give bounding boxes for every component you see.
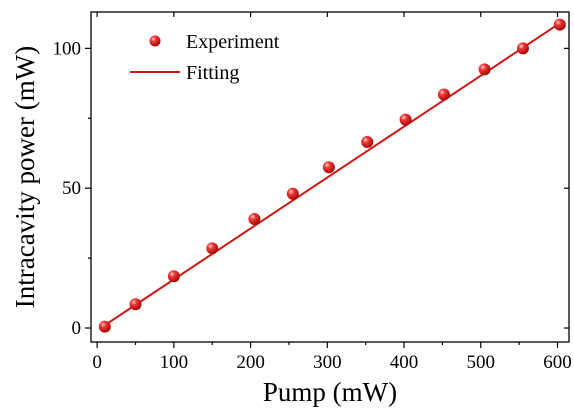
legend-marker-experiment — [149, 35, 161, 47]
experiment-point — [516, 42, 529, 55]
experiment-point — [98, 320, 111, 333]
x-tick-label: 300 — [313, 352, 342, 373]
experiment-point — [478, 63, 491, 76]
experiment-point — [286, 187, 299, 200]
legend: Experiment Fitting — [130, 31, 280, 84]
x-axis-ticks: 0 100 200 300 400 500 600 — [92, 12, 572, 373]
x-tick-label: 400 — [390, 352, 419, 373]
experiment-point — [129, 298, 142, 311]
plot-frame — [90, 11, 570, 343]
experiment-point — [248, 212, 261, 225]
experiment-point — [206, 242, 219, 255]
x-tick-label: 0 — [92, 352, 102, 373]
experiment-series — [98, 18, 566, 333]
experiment-point — [322, 161, 335, 174]
x-tick-label: 600 — [543, 352, 572, 373]
y-axis-ticks: 0 50 100 — [53, 38, 569, 339]
legend-label-fitting: Fitting — [186, 62, 239, 84]
x-tick-label: 500 — [467, 352, 496, 373]
y-tick-label: 50 — [62, 178, 81, 199]
y-tick-label: 0 — [72, 318, 82, 339]
x-tick-label: 200 — [236, 352, 265, 373]
experiment-point — [399, 113, 412, 126]
experiment-point — [553, 18, 566, 31]
experiment-point — [167, 270, 180, 283]
y-axis-title: Intracavity power (mW) — [10, 46, 40, 308]
experiment-point — [437, 88, 450, 101]
x-axis-title: Pump (mW) — [263, 377, 397, 407]
y-tick-label: 100 — [53, 38, 82, 59]
x-tick-label: 100 — [160, 352, 189, 373]
experiment-point — [361, 136, 374, 149]
legend-label-experiment: Experiment — [186, 31, 280, 53]
